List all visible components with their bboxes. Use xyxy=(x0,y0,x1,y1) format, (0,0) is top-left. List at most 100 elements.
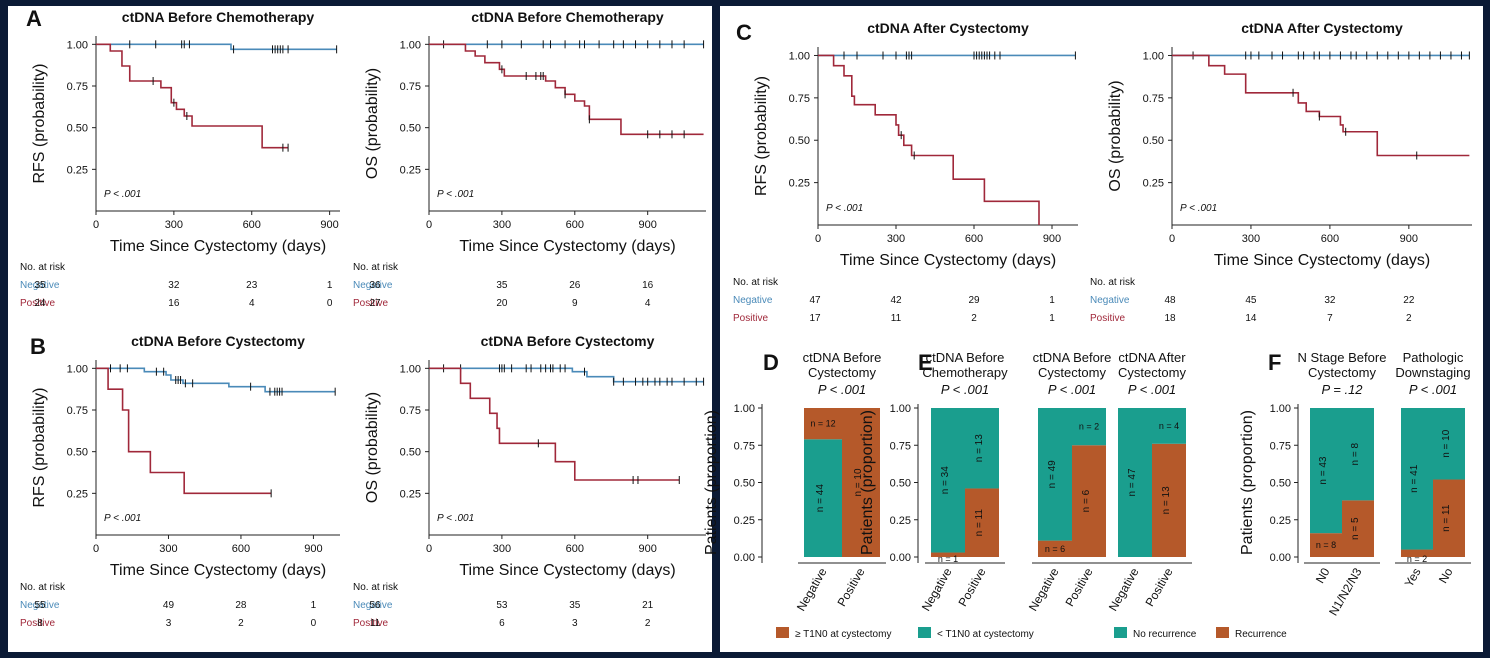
p-value: P < .001 xyxy=(104,189,141,200)
group-title: N Stage Before xyxy=(1298,350,1387,365)
x-tick-label: 300 xyxy=(159,543,177,555)
y-tick-label: 0.50 xyxy=(734,478,755,490)
bar-segment xyxy=(1152,443,1186,557)
x-tick-label: 900 xyxy=(320,219,338,231)
panel-letter: B xyxy=(30,334,46,359)
y-tick-label: 0.50 xyxy=(400,123,421,135)
count-label: n = 8 xyxy=(1316,540,1336,550)
risk-count: 21 xyxy=(642,600,654,611)
group-p-value: P = .12 xyxy=(1321,382,1363,397)
risk-count: 27 xyxy=(369,298,381,309)
risk-count: 55 xyxy=(34,600,46,611)
legend-swatch xyxy=(776,627,789,638)
bar-segment xyxy=(804,439,842,557)
y-tick-label: 1.00 xyxy=(400,39,421,51)
risk-count: 32 xyxy=(168,280,180,291)
y-tick-label: 0.00 xyxy=(890,552,911,564)
y-tick-label: 0.25 xyxy=(67,488,88,500)
count-label: n = 6 xyxy=(1081,489,1092,512)
risk-count: 48 xyxy=(1164,295,1176,306)
y-tick-label: 0.50 xyxy=(890,478,911,490)
risk-row-label: Positive xyxy=(1090,313,1125,324)
bar-segment xyxy=(1038,540,1072,557)
bar-segment xyxy=(1342,408,1374,501)
risk-count: 14 xyxy=(1245,313,1257,324)
chart-title: ctDNA Before Chemotherapy xyxy=(471,9,664,25)
x-axis-label: Time Since Cystectomy (days) xyxy=(459,562,675,579)
risk-row-label: Negative xyxy=(353,600,393,611)
chart-title: ctDNA Before Cystectomy xyxy=(131,333,305,349)
risk-count: 36 xyxy=(369,280,381,291)
group-title: Downstaging xyxy=(1395,365,1470,380)
bar-segment xyxy=(931,552,965,557)
x-tick-label: 600 xyxy=(965,233,983,245)
x-tick-label: 300 xyxy=(165,219,183,231)
survival-curve xyxy=(96,367,272,495)
legend-swatch xyxy=(1216,627,1229,638)
y-axis-label: Patients (proportion) xyxy=(703,410,720,555)
y-tick-label: 0.50 xyxy=(789,135,810,147)
risk-table-title: No. at risk xyxy=(20,262,66,273)
y-tick-label: 1.00 xyxy=(67,39,88,51)
count-label: n = 4 xyxy=(1159,421,1179,431)
risk-count: 6 xyxy=(499,618,505,629)
y-tick-label: 0.25 xyxy=(67,164,88,176)
x-tick-label: 300 xyxy=(493,543,511,555)
legend-label: ≥ T1N0 at cystectomy xyxy=(795,629,891,640)
y-tick-label: 0.50 xyxy=(400,447,421,459)
survival-curve xyxy=(96,367,336,393)
bar-segment xyxy=(842,408,880,557)
risk-count: 22 xyxy=(1403,295,1415,306)
x-tick-label: 0 xyxy=(426,219,432,231)
risk-row-label: Negative xyxy=(1090,295,1130,306)
bar-segment xyxy=(965,488,999,557)
y-tick-label: 1.00 xyxy=(789,50,810,62)
count-label: n = 12 xyxy=(810,419,835,429)
panel-letter: C xyxy=(736,20,752,45)
group-title: Cystectomy xyxy=(1118,365,1186,380)
bar-segment xyxy=(1401,408,1433,550)
risk-row-label: Positive xyxy=(20,298,55,309)
x-tick-label: 600 xyxy=(566,219,584,231)
bar-segment xyxy=(1401,549,1433,557)
risk-count: 3 xyxy=(572,618,578,629)
survival-curve xyxy=(429,367,680,481)
bar-segment xyxy=(804,408,842,440)
count-label: n = 11 xyxy=(1441,504,1452,532)
x-axis-label: Time Since Cystectomy (days) xyxy=(1214,252,1430,269)
y-tick-label: 0.25 xyxy=(890,515,911,527)
survival-curve xyxy=(429,43,704,136)
group-title: Cystectomy xyxy=(1038,365,1106,380)
risk-table-title: No. at risk xyxy=(353,262,399,273)
risk-count: 11 xyxy=(370,618,381,629)
x-tick-label: 900 xyxy=(639,219,657,231)
group-title: ctDNA Before xyxy=(1033,350,1112,365)
p-value: P < .001 xyxy=(826,203,863,214)
x-tick-label: 600 xyxy=(566,543,584,555)
survival-curve xyxy=(1172,54,1470,157)
x-tick-label: 600 xyxy=(243,219,261,231)
panel-letter: E xyxy=(918,350,933,375)
group-title: ctDNA After xyxy=(1118,350,1186,365)
group-p-value: P < .001 xyxy=(941,382,989,397)
p-value: P < .001 xyxy=(437,189,474,200)
x-axis-label: Time Since Cystectomy (days) xyxy=(110,238,326,255)
chart-title: ctDNA After Cystectomy xyxy=(867,20,1029,36)
x-tick-label: 0 xyxy=(93,543,99,555)
bar-segment xyxy=(1072,445,1106,557)
group-title: ctDNA Before xyxy=(803,350,882,365)
x-tick-label: 300 xyxy=(493,219,511,231)
group-p-value: P < .001 xyxy=(1409,382,1457,397)
x-tick-label: 900 xyxy=(1043,233,1061,245)
risk-count: 56 xyxy=(369,600,381,611)
risk-count: 16 xyxy=(168,298,180,309)
risk-count: 28 xyxy=(235,600,247,611)
risk-count: 2 xyxy=(971,313,977,324)
y-tick-label: 0.75 xyxy=(67,81,88,93)
legend-label: < T1N0 at cystectomy xyxy=(937,629,1034,640)
x-tick-label: 900 xyxy=(304,543,322,555)
y-tick-label: 0.50 xyxy=(67,123,88,135)
legend-label: Recurrence xyxy=(1235,629,1287,640)
y-tick-label: 1.00 xyxy=(67,363,88,375)
risk-count: 1 xyxy=(1049,295,1055,306)
